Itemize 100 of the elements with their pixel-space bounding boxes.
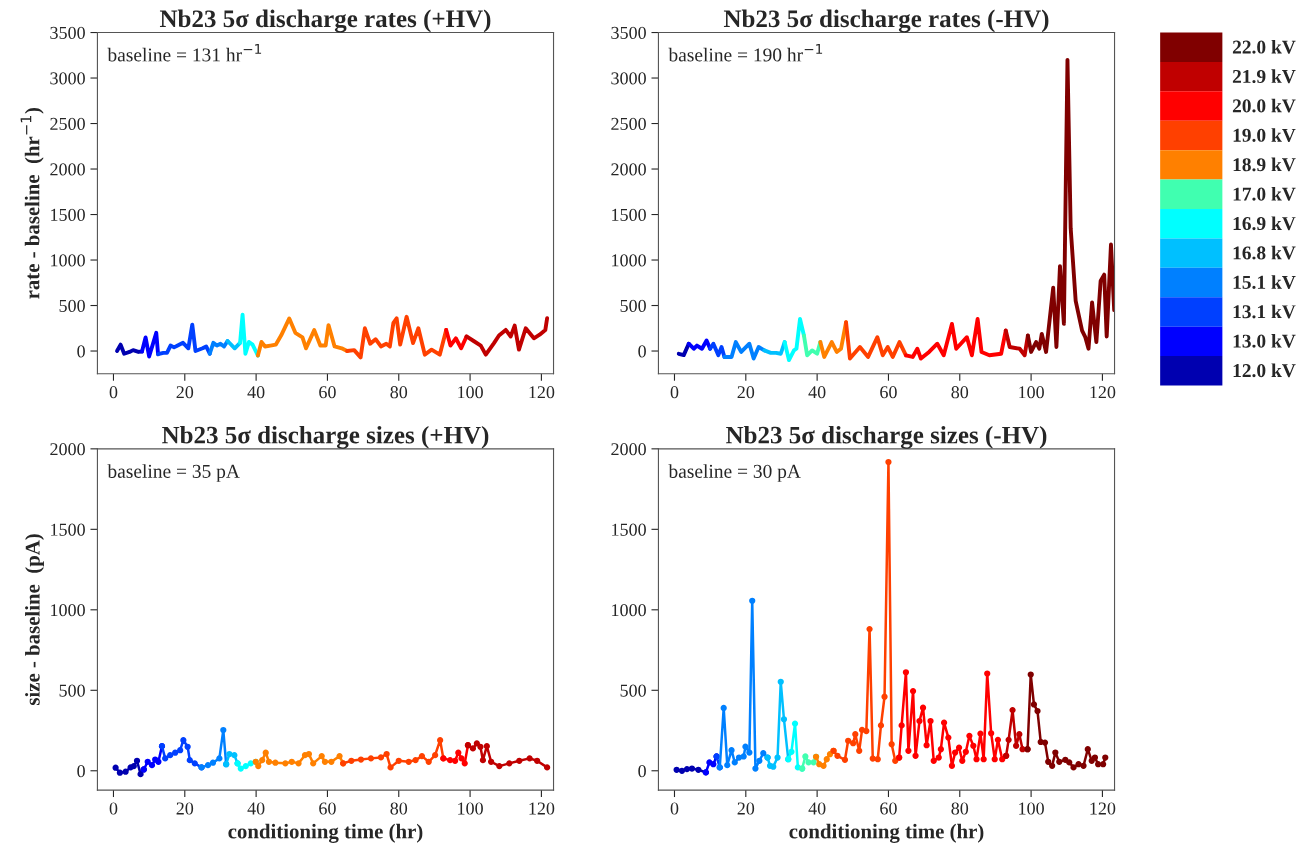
point xyxy=(318,753,325,760)
legend-label: 12.0 kV xyxy=(1233,363,1296,378)
point xyxy=(437,737,444,744)
point xyxy=(728,747,735,754)
point xyxy=(1100,761,1107,768)
legend-label: 13.1 kV xyxy=(1233,304,1296,319)
y-tick-label: 2500 xyxy=(611,117,646,130)
point xyxy=(980,756,987,763)
point xyxy=(255,762,262,770)
point xyxy=(770,763,777,770)
point xyxy=(321,758,329,765)
legend-label: 16.9 kV xyxy=(1233,216,1296,231)
legend-label: 20.0 kV xyxy=(1232,98,1296,113)
x-axis-title: conditioning time (hr) xyxy=(228,823,423,843)
point xyxy=(483,743,490,750)
point xyxy=(122,768,129,775)
x-tick-label: 80 xyxy=(951,386,969,399)
point xyxy=(834,752,841,759)
point xyxy=(826,751,834,758)
y-tick-label: 0 xyxy=(638,765,646,778)
legend-label: 15.1 kV xyxy=(1233,275,1296,289)
point xyxy=(231,752,238,759)
line-series xyxy=(156,322,212,357)
point xyxy=(810,759,817,766)
line-series xyxy=(722,340,767,361)
point xyxy=(288,758,295,765)
point xyxy=(1052,749,1059,756)
chart-title: Nb23 5σ discharge rates (-HV) xyxy=(723,9,1049,33)
x-tick-label: 60 xyxy=(880,386,897,399)
line-series xyxy=(686,338,713,351)
point xyxy=(923,742,930,749)
point xyxy=(543,764,551,771)
point xyxy=(395,757,402,764)
x-tick-label: 40 xyxy=(808,386,826,399)
point xyxy=(1005,736,1012,743)
point xyxy=(927,717,934,725)
point xyxy=(418,753,426,760)
y-tick-label: 2000 xyxy=(611,443,646,456)
point xyxy=(916,717,923,725)
point xyxy=(749,597,756,604)
x-tick-label: 120 xyxy=(529,802,555,815)
x-tick-label: 0 xyxy=(670,386,679,399)
point xyxy=(948,762,956,769)
point xyxy=(909,687,917,695)
legend-label: 17.0 kV xyxy=(1233,186,1296,201)
point xyxy=(1009,706,1016,714)
point xyxy=(850,740,857,747)
line-series xyxy=(115,342,144,356)
point xyxy=(912,752,919,759)
y-tick-label: 1500 xyxy=(51,208,85,221)
x-tick-label: 80 xyxy=(951,802,969,815)
point xyxy=(1012,742,1020,749)
point xyxy=(237,765,244,772)
y-tick-label: 0 xyxy=(77,345,85,358)
x-tick-label: 100 xyxy=(458,802,483,815)
point xyxy=(305,750,313,758)
point xyxy=(167,752,174,759)
point xyxy=(1016,731,1023,738)
point xyxy=(295,760,302,767)
y-tick-label: 3500 xyxy=(611,26,646,39)
point xyxy=(259,757,266,764)
point xyxy=(242,762,249,770)
point xyxy=(137,771,144,778)
line-series xyxy=(207,339,230,356)
point xyxy=(458,755,465,762)
x-tick-label: 40 xyxy=(247,802,265,815)
point xyxy=(162,755,169,762)
point xyxy=(966,732,973,739)
point xyxy=(383,750,390,758)
point xyxy=(898,722,905,729)
y-tick-label: 3500 xyxy=(50,26,85,39)
point xyxy=(1041,739,1049,746)
point xyxy=(1070,764,1077,771)
x-tick-label: 120 xyxy=(529,386,555,399)
point xyxy=(905,747,912,754)
y-tick-label: 1500 xyxy=(612,208,646,221)
legend-label: 16.8 kV xyxy=(1233,245,1296,260)
point xyxy=(1027,671,1034,678)
x-tick-label: 40 xyxy=(808,802,826,815)
y-tick-label: 2000 xyxy=(50,443,85,456)
y-tick-label: 0 xyxy=(638,345,646,358)
point xyxy=(959,757,966,764)
point xyxy=(496,762,503,770)
point xyxy=(977,730,984,737)
point xyxy=(1084,746,1091,753)
point xyxy=(780,716,788,723)
point xyxy=(791,720,799,727)
point xyxy=(526,755,533,762)
point xyxy=(888,741,895,748)
point xyxy=(756,757,763,764)
y-tick-label: 1500 xyxy=(51,523,85,536)
point xyxy=(262,749,269,756)
point xyxy=(1045,758,1052,765)
point xyxy=(777,678,784,685)
point xyxy=(133,757,141,764)
legend-label: 22.0 kV xyxy=(1232,39,1296,54)
point xyxy=(902,669,910,676)
legend-label: 13.0 kV xyxy=(1233,334,1296,348)
y-axis-title: size - baseline (pA) xyxy=(25,534,44,706)
point xyxy=(432,752,439,759)
